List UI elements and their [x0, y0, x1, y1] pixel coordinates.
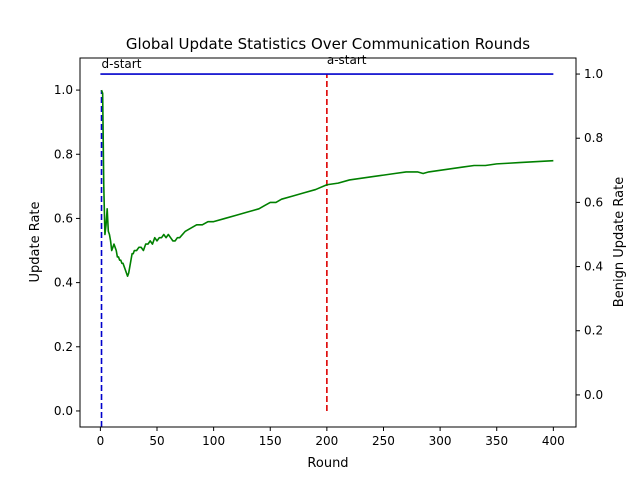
x-tick-label: 50: [149, 434, 164, 448]
right-y-tick-label: 1.0: [584, 67, 603, 81]
right-y-tick-label: 0.6: [584, 195, 603, 209]
x-tick-label: 0: [97, 434, 105, 448]
left-y-tick-label: 0.6: [54, 211, 73, 225]
left-y-tick-label: 0.2: [54, 340, 73, 354]
plot-frame: [79, 57, 577, 428]
right-y-tick-label: 0.0: [584, 388, 603, 402]
d-start-label: d-start: [102, 57, 142, 71]
x-tick-label: 100: [202, 434, 225, 448]
a-start-label: a-start: [327, 53, 367, 67]
right-y-axis-label: Benign Update Rate: [612, 177, 627, 307]
x-tick-label: 250: [372, 434, 395, 448]
chart-title: Global Update Statistics Over Communicat…: [126, 35, 530, 53]
left-y-tick-label: 0.0: [54, 404, 73, 418]
plot-area: d-start a-start: [100, 53, 554, 427]
x-axis-ticks: 0 50 100 150 200 250 300 350 400: [97, 427, 565, 448]
x-tick-label: 300: [429, 434, 452, 448]
right-y-tick-label: 0.8: [584, 131, 603, 145]
left-y-tick-label: 0.8: [54, 147, 73, 161]
left-y-tick-label: 1.0: [54, 83, 73, 97]
x-tick-label: 150: [259, 434, 282, 448]
right-y-axis-ticks: 0.0 0.2 0.4 0.6 0.8 1.0: [576, 67, 603, 402]
x-axis-label: Round: [307, 456, 348, 471]
right-y-tick-label: 0.2: [584, 324, 603, 338]
update-rate-line: [100, 89, 554, 277]
x-tick-label: 200: [315, 434, 338, 448]
x-tick-label: 350: [485, 434, 508, 448]
left-y-axis-ticks: 0.0 0.2 0.4 0.6 0.8 1.0: [54, 83, 80, 418]
left-y-tick-label: 0.4: [54, 276, 73, 290]
x-tick-label: 400: [542, 434, 565, 448]
right-y-tick-label: 0.4: [584, 260, 603, 274]
left-y-axis-label: Update Rate: [28, 201, 43, 282]
